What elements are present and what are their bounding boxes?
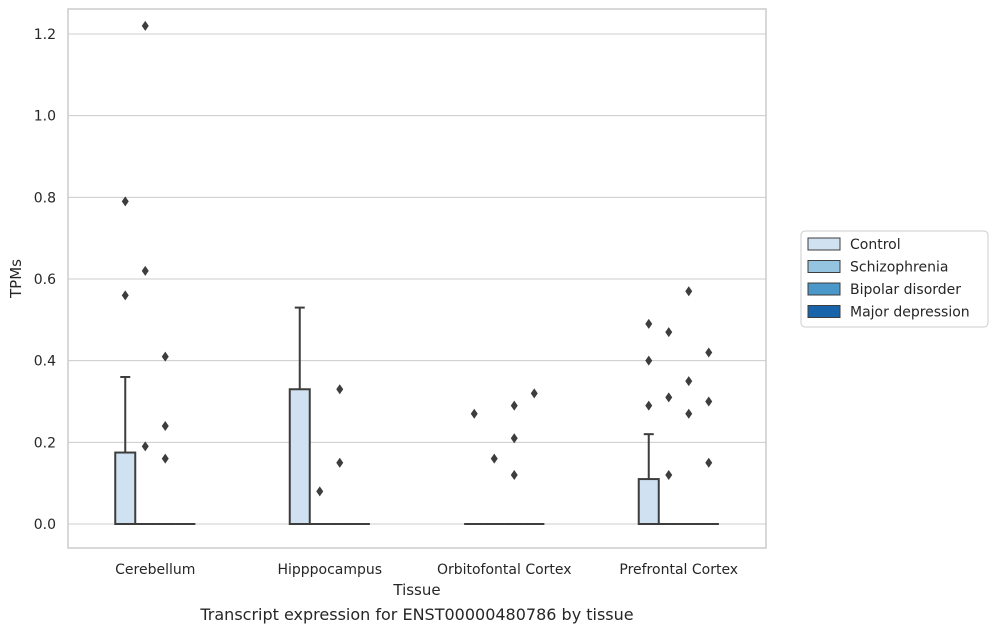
legend-swatch [807,237,841,251]
x-tick-label: Orbitofontal Cortex [437,562,572,578]
box-0 [464,408,485,525]
box-0 [114,196,137,525]
outlier-point [510,470,518,480]
outlier-point [685,286,693,297]
outlier-point [490,453,498,464]
outlier-point [685,408,693,419]
y-tick-label: 0.0 [34,517,56,533]
outlier-point [685,376,693,387]
box-1 [135,20,156,525]
box-1 [484,453,505,525]
outlier-point [141,265,149,276]
outlier-point [161,351,169,362]
box-body [114,451,137,525]
legend-label: Schizophrenia [850,260,948,276]
y-tick-label: 0.4 [34,354,56,370]
legend-label: Bipolar disorder [850,282,961,298]
box-3 [524,388,545,525]
legend-label: Control [850,237,901,253]
y-tick-label: 0.2 [34,435,56,451]
outlier-point [510,433,518,444]
outlier-point [121,290,129,301]
legend-swatch [807,260,841,273]
legend-label: Major depression [850,305,970,321]
outlier-point [316,486,324,497]
box-1 [658,327,679,525]
y-tick-label: 1.0 [34,109,56,125]
outlier-point [530,388,538,399]
outlier-point [665,392,673,403]
box-2 [504,400,525,525]
box-2 [155,351,176,525]
legend-swatch [807,305,841,318]
legend-swatch [807,282,841,296]
plot-frame [67,8,767,549]
x-tick-label: Cerebellum [115,562,195,578]
outlier-point [705,457,713,468]
y-tick-label: 0.6 [34,272,56,288]
outlier-point [121,196,129,207]
outlier-point [161,453,169,464]
box-body [288,388,311,525]
y-tick-label: 0.8 [34,190,56,206]
legend-box [800,230,989,328]
outlier-point [645,318,653,329]
outlier-point [336,457,344,468]
box-3 [698,347,719,525]
chart-caption: Transcript expression for ENST0000048078… [200,605,634,624]
outlier-point [161,421,169,431]
box-body [637,478,660,526]
y-axis-label: TPMs [7,259,25,299]
outlier-point [705,347,713,358]
x-tick-label: Hipppocampus [277,562,382,578]
outlier-point [665,470,673,480]
box-1 [309,486,330,525]
outlier-point [141,441,149,452]
outlier-point [645,355,653,366]
y-tick-label: 1.2 [34,27,56,43]
outlier-point [645,400,653,411]
box-2 [329,384,350,525]
outlier-point [141,20,149,31]
outlier-point [336,384,344,395]
outlier-point [510,400,518,411]
outlier-point [665,327,673,338]
x-axis-label: Tissue [392,581,440,599]
box-0 [637,318,660,526]
outlier-point [470,408,478,419]
x-tick-label: Prefrontal Cortex [619,562,738,578]
outlier-point [705,396,713,407]
box-2 [678,286,699,525]
legend: Control Schizophrenia Bipolar disorder Majo… [800,230,989,328]
box-0 [288,306,311,525]
